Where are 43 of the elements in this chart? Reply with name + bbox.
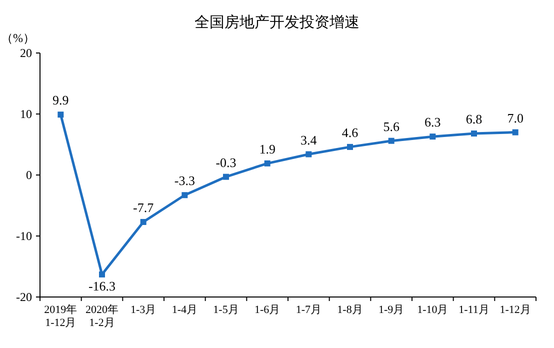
data-label: 9.9 [52, 92, 69, 108]
data-label: 7.0 [507, 110, 524, 126]
point [430, 134, 436, 140]
point [140, 218, 146, 225]
x-tick-label: 1-4月 [172, 304, 198, 316]
y-tick-label: 10 [20, 107, 32, 121]
point [182, 192, 188, 198]
y-axis-title: （%） [1, 31, 35, 45]
x-tick-label: 1-6月 [254, 304, 280, 316]
data-label: -3.3 [174, 173, 195, 188]
point [471, 130, 477, 137]
x-tick-label: 1-11月 [458, 304, 490, 316]
data-label: -7.7 [133, 200, 154, 215]
x-tick-label: 1-9月 [378, 304, 404, 316]
y-tick-label: 20 [20, 46, 32, 60]
point [99, 271, 105, 278]
data-label: 5.6 [383, 118, 400, 134]
chart-title: 全国房地产开发投资增速 [194, 13, 360, 31]
data-label: 4.6 [342, 124, 359, 140]
point [512, 129, 518, 136]
data-label: 6.8 [466, 112, 482, 127]
x-tick-label: 2019年 1-12月 [44, 304, 78, 330]
point [264, 160, 270, 166]
point [306, 151, 312, 158]
x-tick-label: 1-5月 [213, 304, 239, 316]
y-tick-label: -10 [16, 229, 32, 243]
data-label: -16.3 [88, 278, 116, 294]
x-tick-label: 1-10月 [417, 304, 448, 316]
y-tick-label: -20 [16, 290, 32, 304]
x-tick-label: 1-3月 [130, 304, 156, 316]
x-tick-label: 1-7月 [296, 304, 322, 316]
y-tick-label: 0 [26, 168, 32, 182]
point [58, 112, 64, 118]
x-tick-label: 1-8月 [337, 304, 363, 316]
point [388, 138, 394, 144]
data-label: -0.3 [216, 154, 236, 170]
point [347, 144, 353, 150]
x-tick-label: 2020年 1-2月 [86, 304, 118, 330]
data-label: 6.3 [424, 114, 441, 130]
data-label: 3.4 [300, 132, 318, 148]
x-tick-label: 1-12月 [500, 304, 531, 316]
data-label: 1.9 [259, 141, 276, 156]
point [223, 174, 229, 180]
